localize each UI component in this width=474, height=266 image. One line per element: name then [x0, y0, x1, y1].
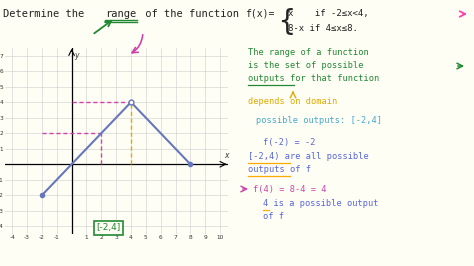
Text: outputs for that function: outputs for that function: [248, 74, 379, 83]
Text: outputs of f: outputs of f: [248, 165, 311, 174]
Text: 4 is a possible output: 4 is a possible output: [263, 199, 379, 208]
Text: depends on domain: depends on domain: [248, 97, 337, 106]
Text: of the function: of the function: [139, 9, 239, 19]
Text: range: range: [105, 9, 136, 19]
Text: x: x: [225, 151, 229, 160]
Text: x    if -2≤x<4,: x if -2≤x<4,: [288, 9, 369, 18]
Text: possible outputs: [-2,4]: possible outputs: [-2,4]: [256, 116, 382, 125]
Text: f(-2) = -2: f(-2) = -2: [263, 138, 316, 147]
Text: f(x)=: f(x)=: [245, 9, 274, 19]
Text: [-2,4) are all possible: [-2,4) are all possible: [248, 152, 369, 161]
Text: y: y: [74, 51, 79, 60]
Text: [-2,4]: [-2,4]: [97, 223, 121, 232]
Text: The range of a function: The range of a function: [248, 48, 369, 57]
Text: is the set of possible: is the set of possible: [248, 61, 364, 70]
Text: of f: of f: [263, 212, 284, 221]
Text: f(4) = 8-4 = 4: f(4) = 8-4 = 4: [253, 185, 327, 194]
Text: {: {: [278, 8, 295, 36]
Text: Determine the: Determine the: [3, 9, 91, 19]
Text: 8-x if 4≤x≤8.: 8-x if 4≤x≤8.: [288, 24, 358, 33]
